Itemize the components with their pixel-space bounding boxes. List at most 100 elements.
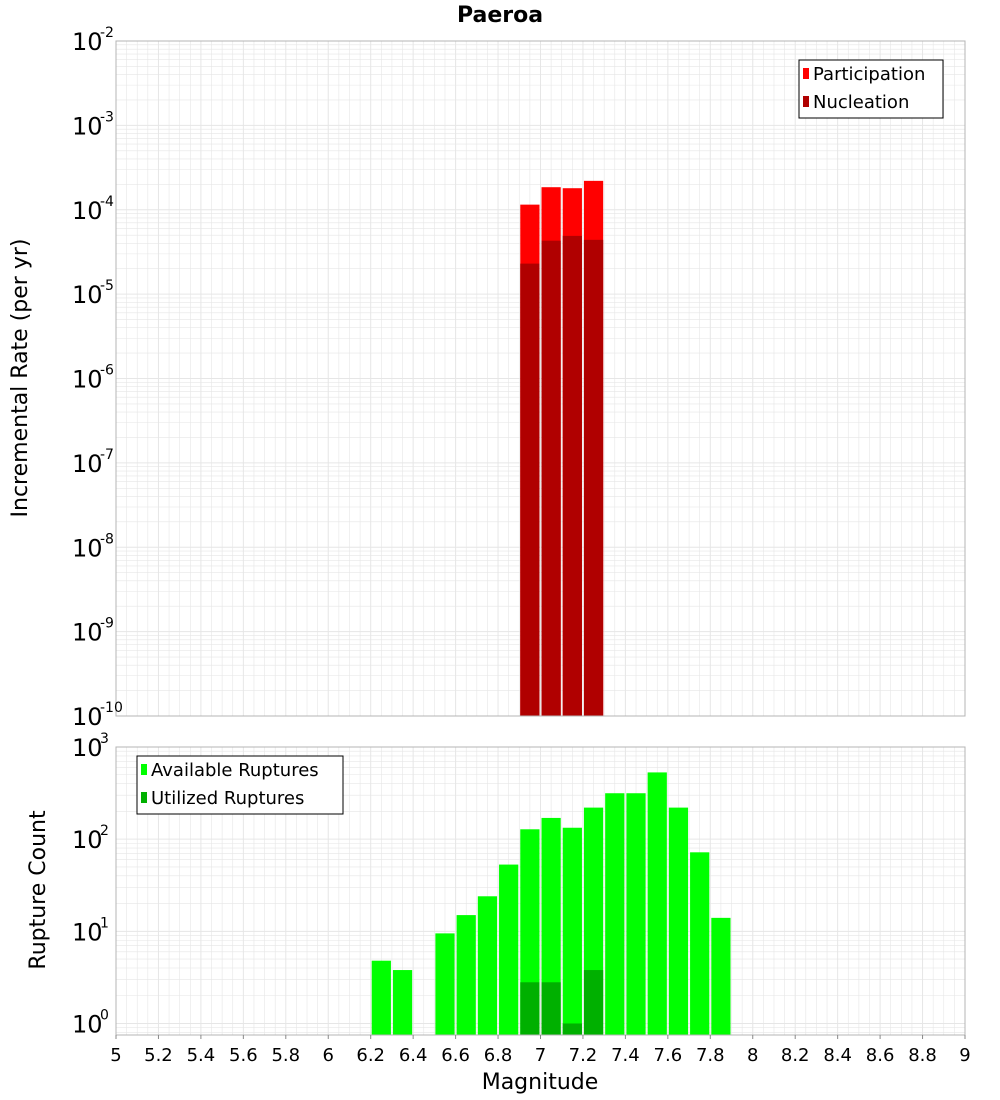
bar	[435, 933, 455, 1035]
y-tick-exponent: -4	[100, 194, 114, 210]
x-tick-label: 8.2	[781, 1045, 810, 1066]
series-utilized-ruptures	[520, 970, 604, 1035]
bar	[583, 239, 604, 716]
y-tick-label: 101	[72, 915, 109, 946]
x-tick-label: 7.8	[696, 1045, 725, 1066]
y-tick-exponent: -6	[100, 363, 114, 379]
top-y-axis-label: Incremental Rate (per yr)	[8, 239, 33, 518]
bar	[541, 982, 561, 1035]
legend-box	[798, 59, 944, 119]
x-axis-label: Magnitude	[482, 1070, 599, 1095]
y-tick-base: 10	[72, 826, 103, 854]
y-tick-base: 10	[72, 197, 103, 225]
y-tick-exponent: 0	[100, 1007, 109, 1023]
x-tick-label: 8.8	[908, 1045, 937, 1066]
x-tick-label: 7.4	[611, 1045, 640, 1066]
x-tick-label: 5	[110, 1045, 121, 1066]
y-tick-base: 10	[72, 1010, 103, 1038]
y-tick-exponent: -10	[100, 700, 123, 716]
bar	[605, 793, 625, 1035]
participation-nucleation-panel: 10-210-310-410-510-610-710-810-910-10Par…	[72, 25, 966, 731]
series-available-ruptures	[371, 772, 731, 1035]
bar	[626, 793, 646, 1035]
x-tick-label: 8.4	[823, 1045, 852, 1066]
y-tick-label: 103	[72, 731, 109, 762]
bar	[711, 917, 731, 1035]
legend-label: Nucleation	[813, 92, 909, 113]
y-tick-base: 10	[72, 703, 103, 731]
bar	[562, 1023, 582, 1035]
plot-frame	[115, 40, 966, 717]
y-tick-label: 10-7	[72, 447, 114, 478]
y-tick-exponent: 3	[100, 731, 109, 747]
y-tick-exponent: -8	[100, 531, 114, 547]
bar	[456, 915, 476, 1035]
legend-label: Participation	[813, 64, 925, 85]
y-tick-label: 10-3	[72, 109, 114, 140]
bar	[392, 970, 413, 1035]
x-tick-label: 5.8	[271, 1045, 300, 1066]
y-tick-label: 10-2	[72, 25, 114, 56]
y-tick-exponent: -2	[100, 25, 114, 41]
y-tick-label: 10-6	[72, 363, 114, 394]
x-tick-label: 6.8	[484, 1045, 513, 1066]
bar	[583, 970, 604, 1035]
y-tick-base: 10	[72, 534, 103, 562]
legend-box	[136, 755, 344, 815]
legend: Participation Nucleation	[798, 59, 944, 119]
x-tick-label: 5.4	[187, 1045, 216, 1066]
y-tick-base: 10	[72, 28, 103, 56]
x-tick-label: 8.6	[866, 1045, 895, 1066]
y-tick-base: 10	[72, 366, 103, 394]
y-tick-exponent: -7	[100, 447, 114, 463]
bar	[562, 235, 582, 716]
legend-swatch	[803, 68, 809, 79]
x-tick-label: 6.4	[399, 1045, 428, 1066]
bar	[477, 896, 498, 1035]
y-tick-label: 10-5	[72, 278, 114, 309]
x-tick-label: 9	[959, 1045, 970, 1066]
y-tick-exponent: -3	[100, 109, 114, 125]
legend: Available Ruptures Utilized Ruptures	[136, 755, 344, 815]
bar	[520, 982, 540, 1035]
bar	[690, 852, 710, 1035]
legend-label: Utilized Ruptures	[151, 788, 304, 809]
x-tick-label: 6	[323, 1045, 334, 1066]
y-tick-exponent: -9	[100, 616, 114, 632]
y-tick-base: 10	[72, 281, 103, 309]
y-tick-base: 10	[72, 450, 103, 478]
y-tick-label: 100	[72, 1007, 109, 1038]
y-tick-label: 10-4	[72, 194, 114, 225]
x-tick-label: 7.2	[569, 1045, 598, 1066]
x-tick-label: 8	[747, 1045, 758, 1066]
bar	[541, 240, 561, 717]
bar	[562, 827, 582, 1035]
x-tick-label: 6.6	[441, 1045, 470, 1066]
bar	[371, 960, 391, 1035]
x-tick-label: 5.2	[144, 1045, 173, 1066]
y-tick-exponent: 1	[100, 915, 109, 931]
bottom-y-axis-label: Rupture Count	[26, 810, 51, 970]
legend-label: Available Ruptures	[151, 760, 319, 781]
y-tick-label: 102	[72, 823, 109, 854]
x-tick-label: 7	[535, 1045, 546, 1066]
y-tick-label: 10-8	[72, 531, 114, 562]
y-tick-exponent: -5	[100, 278, 114, 294]
y-tick-label: 10-9	[72, 616, 114, 647]
bar	[499, 864, 519, 1035]
bar	[541, 817, 561, 1035]
series-nucleation	[520, 235, 604, 717]
x-tick-label: 6.2	[356, 1045, 385, 1066]
y-tick-base: 10	[72, 734, 103, 762]
legend-swatch	[141, 792, 147, 803]
bar	[647, 772, 667, 1035]
y-tick-base: 10	[72, 619, 103, 647]
bar	[668, 807, 689, 1035]
x-tick-label: 5.6	[229, 1045, 258, 1066]
legend-swatch	[803, 96, 809, 107]
y-tick-exponent: 2	[100, 823, 109, 839]
x-tick-label: 7.6	[654, 1045, 683, 1066]
legend-swatch	[141, 764, 147, 775]
